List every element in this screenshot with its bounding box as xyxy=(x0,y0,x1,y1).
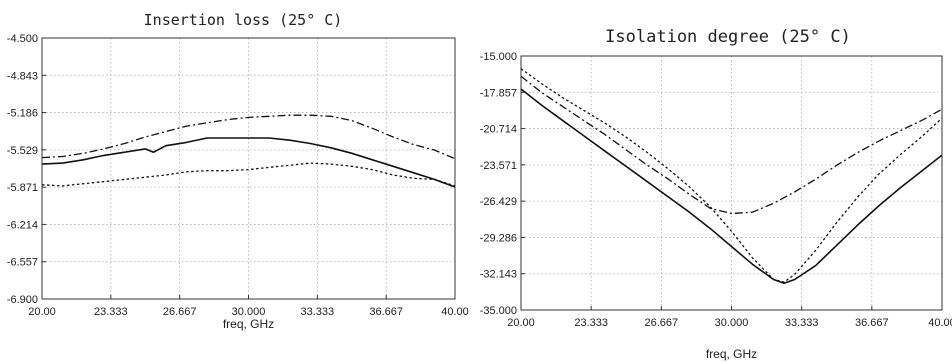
chart-title: Insertion loss (25° C) xyxy=(144,11,343,29)
y-tick-label: -29.286 xyxy=(480,232,517,244)
y-tick-label: -15.000 xyxy=(480,51,517,63)
y-tick-label: -32.143 xyxy=(480,269,517,281)
chart-panel-2: Isolation degree (25° C) 20.00 23.333 26.66… xyxy=(480,27,952,361)
y-tick-label: -4.500 xyxy=(7,33,38,45)
x-tick-label: 26.667 xyxy=(163,306,197,318)
series-line-solid xyxy=(41,137,456,188)
x-tick-label: 20.00 xyxy=(28,306,56,318)
x-tick-label: 20.00 xyxy=(507,317,535,329)
y-tick-label: -6.557 xyxy=(7,257,38,269)
x-tick-label: 36.667 xyxy=(369,306,403,318)
y-tick-label: -5.529 xyxy=(7,145,38,157)
y-tick-label: -23.571 xyxy=(480,160,517,172)
plot-frame xyxy=(41,37,456,300)
y-tick-label: -26.429 xyxy=(480,196,517,208)
y-tick-label: -6.900 xyxy=(7,294,38,306)
x-tick-label: 23.333 xyxy=(574,317,608,329)
x-tick-label: 40.00 xyxy=(441,306,469,318)
x-tick-label: 30.000 xyxy=(715,317,749,329)
x-axis-label: freq, GHz xyxy=(223,317,274,331)
y-tick-label: -20.714 xyxy=(480,124,517,136)
series-line-dotted xyxy=(41,162,456,187)
y-tick-label: -6.214 xyxy=(7,219,38,231)
x-tick-label: 30.000 xyxy=(232,306,266,318)
plot-frame xyxy=(520,55,943,311)
series-line-dotted xyxy=(520,68,943,283)
chart-title: Isolation degree (25° C) xyxy=(605,27,851,47)
y-tick-label: -35.000 xyxy=(480,305,517,317)
x-tick-label: 36.667 xyxy=(855,317,889,329)
y-tick-label: -5.871 xyxy=(7,182,38,194)
x-tick-label: 40.00 xyxy=(928,317,952,329)
chart-panel-1: Insertion loss (25° C) 20.00 23.333 26.667 3… xyxy=(7,11,469,331)
x-axis-label: freq, GHz xyxy=(706,347,757,361)
y-tick-label: -4.843 xyxy=(7,70,38,82)
x-tick-label: 33.333 xyxy=(301,306,335,318)
series-line-solid xyxy=(520,88,943,285)
x-tick-label: 23.333 xyxy=(94,306,128,318)
series-line-dash-dot xyxy=(41,114,456,160)
x-tick-label: 33.333 xyxy=(785,317,819,329)
series-line-dash-dot xyxy=(520,75,943,215)
x-tick-label: 26.667 xyxy=(645,317,679,329)
y-tick-label: -5.186 xyxy=(7,108,38,120)
y-tick-label: -17.857 xyxy=(480,87,517,99)
